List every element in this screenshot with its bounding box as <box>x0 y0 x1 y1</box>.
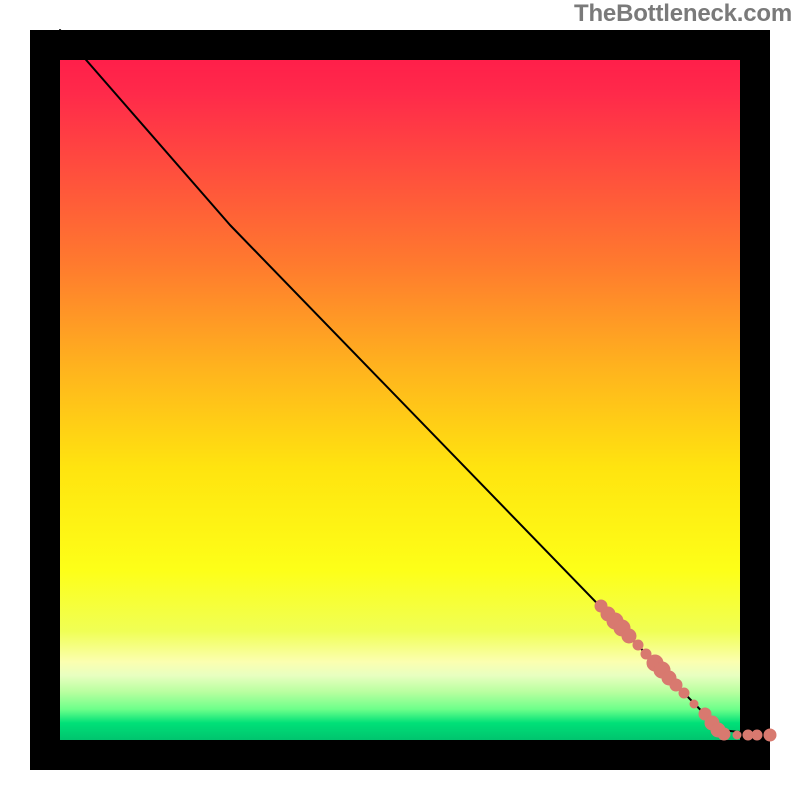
data-marker <box>752 730 762 740</box>
data-marker <box>679 688 689 698</box>
data-marker <box>690 700 698 708</box>
bottleneck-chart-root: TheBottleneck.com <box>0 0 800 800</box>
chart-svg <box>0 0 800 800</box>
data-marker <box>733 731 741 739</box>
data-marker <box>633 640 643 650</box>
data-marker <box>622 629 636 643</box>
data-marker <box>718 728 730 740</box>
data-marker <box>764 729 776 741</box>
